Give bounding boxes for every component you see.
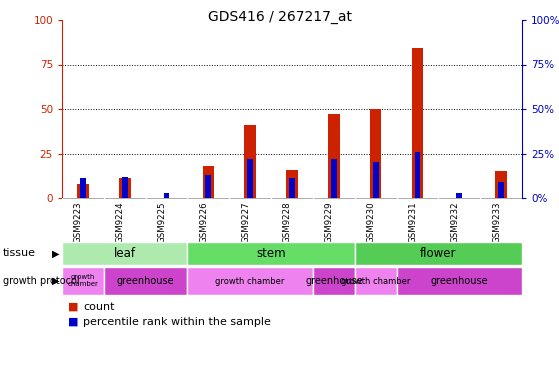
Bar <box>355 242 522 265</box>
Bar <box>456 193 462 198</box>
Text: greenhouse: greenhouse <box>305 276 363 286</box>
Bar <box>411 48 423 198</box>
Text: percentile rank within the sample: percentile rank within the sample <box>83 317 271 327</box>
Bar <box>164 193 169 198</box>
Text: leaf: leaf <box>113 247 136 260</box>
Text: flower: flower <box>420 247 457 260</box>
Text: GSM9225: GSM9225 <box>158 201 167 243</box>
Text: growth chamber: growth chamber <box>341 276 410 285</box>
Text: GSM9228: GSM9228 <box>283 201 292 243</box>
Text: greenhouse: greenhouse <box>430 276 488 286</box>
Bar <box>187 267 313 295</box>
Bar <box>289 178 295 198</box>
Bar <box>396 267 522 295</box>
Bar <box>80 178 86 198</box>
Bar <box>286 169 298 198</box>
Text: GSM9230: GSM9230 <box>367 201 376 243</box>
Bar <box>202 166 214 198</box>
Text: GSM9232: GSM9232 <box>450 201 459 243</box>
Text: GSM9226: GSM9226 <box>200 201 209 243</box>
Text: ■: ■ <box>68 302 78 312</box>
Bar <box>62 267 104 295</box>
Bar <box>119 178 131 198</box>
Text: GSM9233: GSM9233 <box>492 201 501 243</box>
Text: growth
chamber: growth chamber <box>68 274 98 288</box>
Bar <box>247 159 253 198</box>
Text: GSM9223: GSM9223 <box>74 201 83 243</box>
Text: growth chamber: growth chamber <box>215 276 285 285</box>
Text: stem: stem <box>256 247 286 260</box>
Bar <box>498 182 504 198</box>
Bar <box>77 184 89 198</box>
Text: growth protocol: growth protocol <box>3 276 79 286</box>
Text: greenhouse: greenhouse <box>117 276 174 286</box>
Bar <box>244 125 256 198</box>
Text: ▶: ▶ <box>51 249 59 258</box>
Bar <box>331 159 337 198</box>
Text: ■: ■ <box>68 317 78 327</box>
Bar <box>328 114 340 198</box>
Bar <box>206 175 211 198</box>
Text: ▶: ▶ <box>51 276 59 286</box>
Bar <box>370 109 381 198</box>
Text: count: count <box>83 302 115 312</box>
Text: GSM9231: GSM9231 <box>409 201 418 243</box>
Bar <box>187 242 355 265</box>
Bar <box>415 152 420 198</box>
Bar <box>373 163 378 198</box>
Bar <box>313 267 355 295</box>
Text: GSM9224: GSM9224 <box>116 201 125 243</box>
Bar <box>355 267 396 295</box>
Text: GSM9227: GSM9227 <box>241 201 250 243</box>
Text: tissue: tissue <box>3 249 36 258</box>
Bar <box>62 242 187 265</box>
Bar <box>122 177 127 198</box>
Bar <box>104 267 187 295</box>
Text: GSM9229: GSM9229 <box>325 201 334 243</box>
Text: GDS416 / 267217_at: GDS416 / 267217_at <box>207 10 352 24</box>
Bar <box>495 171 507 198</box>
